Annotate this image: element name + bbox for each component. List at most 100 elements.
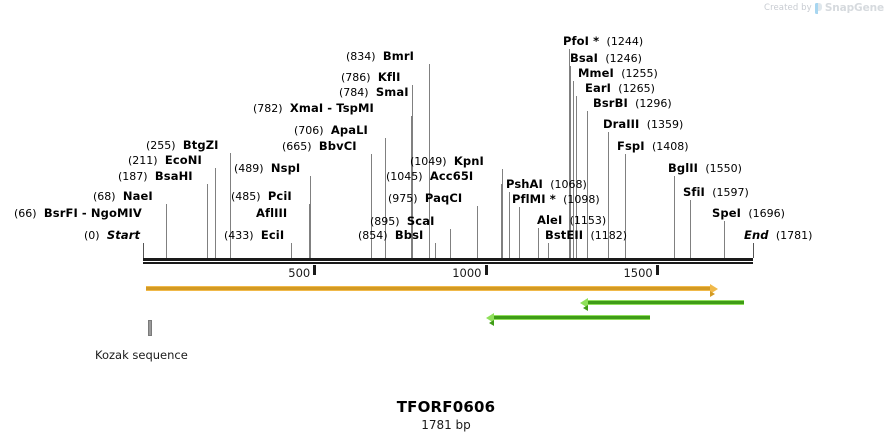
enzyme-name: AleI [537,213,563,227]
enzyme-label-apali[interactable]: (706) ApaLI [294,124,368,137]
kozak-sequence-marker[interactable] [148,320,153,336]
site-tick-line [723,221,725,258]
enzyme-name: BtgZI [182,138,219,152]
feature-bar [494,315,651,320]
site-tick-line [309,204,311,258]
enzyme-position: (1255) [621,67,658,80]
site-tick-line [166,204,168,258]
enzyme-name: BglII [668,161,698,175]
enzyme-label-kpni[interactable]: (1049) KpnI [410,155,484,168]
marker-tick-line [753,243,754,258]
enzyme-label-bmri[interactable]: (834) BmrI [346,50,414,63]
enzyme-label-draiii[interactable]: DraIII (1359) [603,118,683,131]
site-tick-line [537,228,539,258]
enzyme-label-pflmi[interactable]: PflMI * (1098) [512,193,600,206]
enzyme-position: (485) [231,190,261,203]
enzyme-label-kfli[interactable]: (786) KflI [341,71,400,84]
site-tick-line [310,176,312,258]
enzyme-label-btgzi[interactable]: (255) BtgZI [146,139,219,152]
site-tick-line [508,192,510,258]
site-tick-line [410,116,412,258]
enzyme-label-xmai[interactable]: (782) XmaI - TspMI [253,102,374,115]
watermark-brand-text: SnapGene [824,2,884,14]
feature-arrow-orf-forward[interactable] [146,284,718,297]
enzyme-label-alei[interactable]: AleI (1153) [537,214,606,227]
enzyme-position: (1045) [386,170,423,183]
enzyme-name: EciI [260,228,285,242]
enzyme-label-acc65i[interactable]: (1045) Acc65I [386,170,473,183]
enzyme-name: PciI [267,189,292,203]
enzyme-label-bsteii[interactable]: BstEII (1182) [545,229,627,242]
site-tick-line [689,200,691,258]
ruler-label: 500 [288,266,311,280]
enzyme-position: (1049) [410,155,447,168]
enzyme-label-bsrfi[interactable]: (66) BsrFI - NgoMIV [14,207,142,220]
site-tick-line [569,66,571,258]
enzyme-name: BbvCI [318,139,357,153]
enzyme-label-paqci[interactable]: (975) PaqCI [388,192,462,205]
enzyme-label-pcii[interactable]: (485) PciI [231,190,292,203]
enzyme-name: BstEII [545,228,584,242]
enzyme-label-smai[interactable]: (784) SmaI [339,86,409,99]
marker-tick-line [143,243,144,258]
snapgene-watermark: Created by SnapGene [764,2,884,14]
sequence-length-label: 1781 bp [421,418,471,432]
ruler-tick [313,265,317,275]
marker-name: End [744,228,769,242]
enzyme-label-bsahi[interactable]: (187) BsaHI [118,170,193,183]
enzyme-label-bglii[interactable]: BglII (1550) [668,162,742,175]
feature-arrowhead [580,298,589,311]
enzyme-label-nspi[interactable]: (489) NspI [234,162,300,175]
enzyme-name: PshAI [506,177,543,191]
enzyme-label-bsai[interactable]: BsaI (1246) [570,52,642,65]
site-tick-line [608,132,610,258]
enzyme-label-eari[interactable]: EarI (1265) [585,82,655,95]
enzyme-label-fspi[interactable]: FspI (1408) [617,140,689,153]
enzyme-name: BsrFI - NgoMIV [43,206,142,220]
enzyme-label-econi[interactable]: (211) EcoNI [128,154,202,167]
enzyme-name: SmaI [375,85,409,99]
enzyme-label-naei[interactable]: (68) NaeI [93,190,153,203]
enzyme-label-bbsi[interactable]: (854) BbsI [358,229,423,242]
end-marker-label[interactable]: End (1781) [744,229,812,242]
enzyme-label-pfoi[interactable]: PfoI * (1244) [563,35,643,48]
enzyme-label-bbvci[interactable]: (665) BbvCI [282,140,357,153]
marker-position: (1781) [775,229,813,242]
enzyme-position: (1550) [705,162,742,175]
enzyme-position: (1068) [550,178,587,191]
enzyme-name: NaeI [122,189,153,203]
enzyme-position: (1408) [651,140,689,153]
site-tick-line [449,229,451,258]
enzyme-name: KpnI [453,154,484,168]
enzyme-name: MmeI [578,66,614,80]
enzyme-name: KflI [377,70,401,84]
site-tick-line [165,221,167,258]
enzyme-name: ApaLI [330,123,368,137]
enzyme-label-scai[interactable]: (895) ScaI [370,215,434,228]
enzyme-position: (66) [14,207,37,220]
enzyme-name: ScaI [406,214,435,228]
enzyme-name: BsrBI [593,96,628,110]
enzyme-position: (784) [339,86,369,99]
enzyme-label-mmei[interactable]: MmeI (1255) [578,67,658,80]
enzyme-name: EarI [585,81,611,95]
enzyme-label-spei[interactable]: SpeI (1696) [712,207,785,220]
enzyme-label-bsrbi[interactable]: BsrBI (1296) [593,97,672,110]
site-tick-line [502,169,504,258]
enzyme-label-sfii[interactable]: SfiI (1597) [683,186,749,199]
marker-position: (0) [84,229,100,242]
site-tick-line [230,153,232,258]
enzyme-name: EcoNI [164,153,202,167]
site-tick-line [428,64,430,258]
feature-arrow-reverse-feature-1[interactable] [580,298,745,311]
ruler-tick [484,265,488,275]
start-marker-label[interactable]: (0) Start [84,229,140,242]
feature-arrow-reverse-feature-2[interactable] [486,313,651,326]
enzyme-label-ecii[interactable]: (433) EciI [224,229,284,242]
site-tick-line [569,49,571,258]
enzyme-label-afliii[interactable]: AflIII [256,207,287,219]
enzyme-label-pshai[interactable]: PshAI (1068) [506,178,587,191]
site-tick-line [572,81,574,258]
site-tick-line [411,100,413,258]
